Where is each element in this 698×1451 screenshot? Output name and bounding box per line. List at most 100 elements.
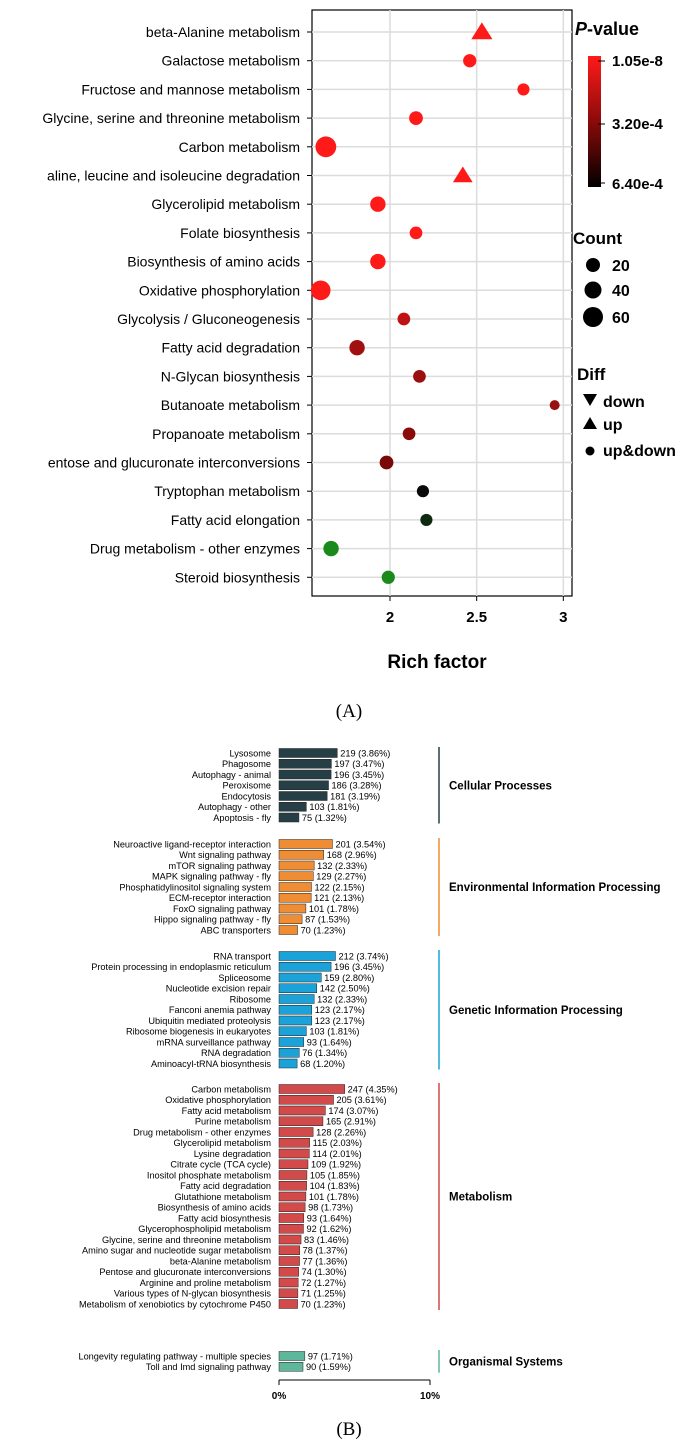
term-label: Glycolysis / Gluconeogenesis	[117, 311, 300, 327]
bar-value-label: 128 (2.26%)	[316, 1127, 366, 1137]
group-label: Metabolism	[449, 1192, 512, 1204]
legend-circle-icon	[585, 446, 595, 456]
bar	[278, 1202, 306, 1212]
bar-value-label: 92 (1.62%)	[306, 1224, 351, 1234]
bar-category-label: Toll and Imd signaling pathway	[146, 1362, 272, 1372]
legend-diff-title: Diff	[577, 365, 606, 384]
term-label: N-Glycan biosynthesis	[161, 368, 300, 384]
bar	[278, 994, 315, 1004]
bar-category-label: MAPK signaling pathway - fly	[152, 872, 271, 882]
bar	[278, 812, 300, 823]
bar-value-label: 68 (1.20%)	[300, 1059, 345, 1069]
bar-category-label: Glycerolipid metabolism	[173, 1138, 271, 1148]
bar-value-label: 76 (1.34%)	[302, 1048, 347, 1058]
term-label: Drug metabolism - other enzymes	[90, 541, 300, 557]
panel-b-bar-chart: Lysosome 219 (3.86%) Phagosome 197 (3.47%) A…	[78, 747, 661, 1402]
data-point-circle	[402, 427, 416, 441]
bar	[278, 893, 312, 903]
legend-diff-label: up	[603, 417, 623, 434]
legend-pvalue-title-p: P	[575, 19, 588, 39]
bar-value-label: 205 (3.61%)	[337, 1095, 387, 1105]
bar-value-label: 70 (1.23%)	[301, 1299, 346, 1309]
bar-value-label: 71 (1.25%)	[301, 1289, 346, 1299]
bar-value-label: 123 (2.17%)	[315, 1005, 365, 1015]
dot-plot-term-labels: beta-Alanine metabolism Galactose metabol…	[42, 24, 312, 585]
legend-pvalue-tick: 3.20e-4	[612, 116, 664, 133]
bar-value-label: 109 (1.92%)	[311, 1160, 361, 1170]
bar-value-label: 181 (3.19%)	[330, 791, 380, 801]
bar	[278, 1362, 304, 1372]
term-label: Galactose metabolism	[161, 53, 300, 69]
bar-category-label: Autophagy - other	[198, 802, 271, 812]
bar-value-label: 93 (1.64%)	[307, 1037, 352, 1047]
bar	[278, 983, 317, 993]
bar-category-label: FoxO signaling pathway	[173, 904, 271, 914]
bar-category-label: Glycine, serine and threonine metabolism	[102, 1235, 271, 1245]
legend-count-label: 20	[612, 258, 630, 275]
bar-category-label: ECM-receptor interaction	[169, 893, 271, 903]
panel-a-dot-plot: beta-Alanine metabolism Galactose metabol…	[42, 9, 676, 673]
data-point-circle	[416, 485, 430, 498]
bar-category-label: RNA degradation	[201, 1048, 271, 1058]
bar	[278, 1181, 307, 1191]
bar	[278, 1015, 313, 1026]
data-point-circle	[409, 226, 423, 240]
data-point-circle	[549, 400, 560, 411]
legend-diff-label: down	[603, 394, 645, 411]
term-label: entose and glucuronate interconversions	[48, 455, 300, 471]
bar	[278, 1095, 334, 1105]
bar-category-label: Phosphatidylinositol signaling system	[119, 882, 271, 892]
data-point-circle	[517, 83, 530, 96]
bar-value-label: 104 (1.83%)	[310, 1181, 360, 1191]
bar	[278, 1127, 314, 1137]
bar-value-label: 98 (1.73%)	[308, 1203, 353, 1213]
bar-category-label: mTOR signaling pathway	[169, 861, 272, 871]
bar	[278, 1026, 307, 1036]
bar	[278, 791, 328, 801]
bar-category-label: Citrate cycle (TCA cycle)	[170, 1160, 271, 1170]
bar-value-label: 87 (1.53%)	[305, 915, 350, 925]
bar-value-label: 132 (2.33%)	[317, 861, 367, 871]
bar-value-label: 75 (1.32%)	[302, 813, 347, 823]
bar-category-label: Pentose and glucuronate interconversions	[99, 1267, 271, 1277]
data-point-circle	[420, 513, 433, 526]
bar-category-label: Hippo signaling pathway - fly	[154, 915, 271, 925]
bar-value-label: 97 (1.71%)	[308, 1351, 353, 1361]
legend-diff: Diff down up up&down	[577, 365, 676, 460]
bar-category-label: Fanconi anemia pathway	[169, 1005, 272, 1015]
bar-value-label: 196 (3.45%)	[334, 962, 384, 972]
bar	[278, 759, 332, 769]
caption-b: (B)	[336, 1419, 362, 1440]
bar	[278, 1256, 300, 1266]
legend-diff-label: up&down	[603, 443, 676, 460]
bar	[278, 1170, 308, 1180]
legend-count-dot	[584, 281, 602, 299]
bar	[278, 882, 312, 892]
data-point-triangle	[471, 22, 493, 40]
term-label: Butanoate metabolism	[161, 397, 300, 413]
legend-count-dot	[586, 258, 600, 272]
legend-pvalue-colorbar	[588, 56, 601, 187]
bar-category-label: Wnt signaling pathway	[179, 850, 271, 860]
bar-value-label: 105 (1.85%)	[310, 1170, 360, 1180]
term-label: aline, leucine and isoleucine degradatio…	[47, 168, 300, 184]
bar-category-label: Oxidative phosphorylation	[165, 1095, 271, 1105]
bar	[278, 860, 315, 871]
bar-category-label: Glutathione metabolism	[174, 1192, 271, 1202]
bar-value-label: 93 (1.64%)	[307, 1213, 352, 1223]
bar	[278, 972, 322, 983]
bar-category-label: mRNA surveillance pathway	[157, 1037, 272, 1047]
legend-count-label: 60	[612, 310, 630, 327]
bar-value-label: 78 (1.37%)	[303, 1246, 348, 1256]
data-point-triangle	[452, 166, 473, 183]
bar	[278, 1224, 304, 1234]
bar-category-label: Glycerophospholipid metabolism	[138, 1224, 271, 1234]
data-point-circle	[310, 280, 331, 301]
group-label: Environmental Information Processing	[449, 882, 661, 894]
bar-value-label: 103 (1.81%)	[309, 1027, 359, 1037]
bar-value-label: 101 (1.78%)	[309, 1192, 359, 1202]
bar-value-label: 114 (2.01%)	[312, 1149, 361, 1159]
legend-count-title: Count	[573, 229, 622, 248]
data-point-circle	[413, 370, 426, 383]
bar	[278, 1084, 345, 1094]
